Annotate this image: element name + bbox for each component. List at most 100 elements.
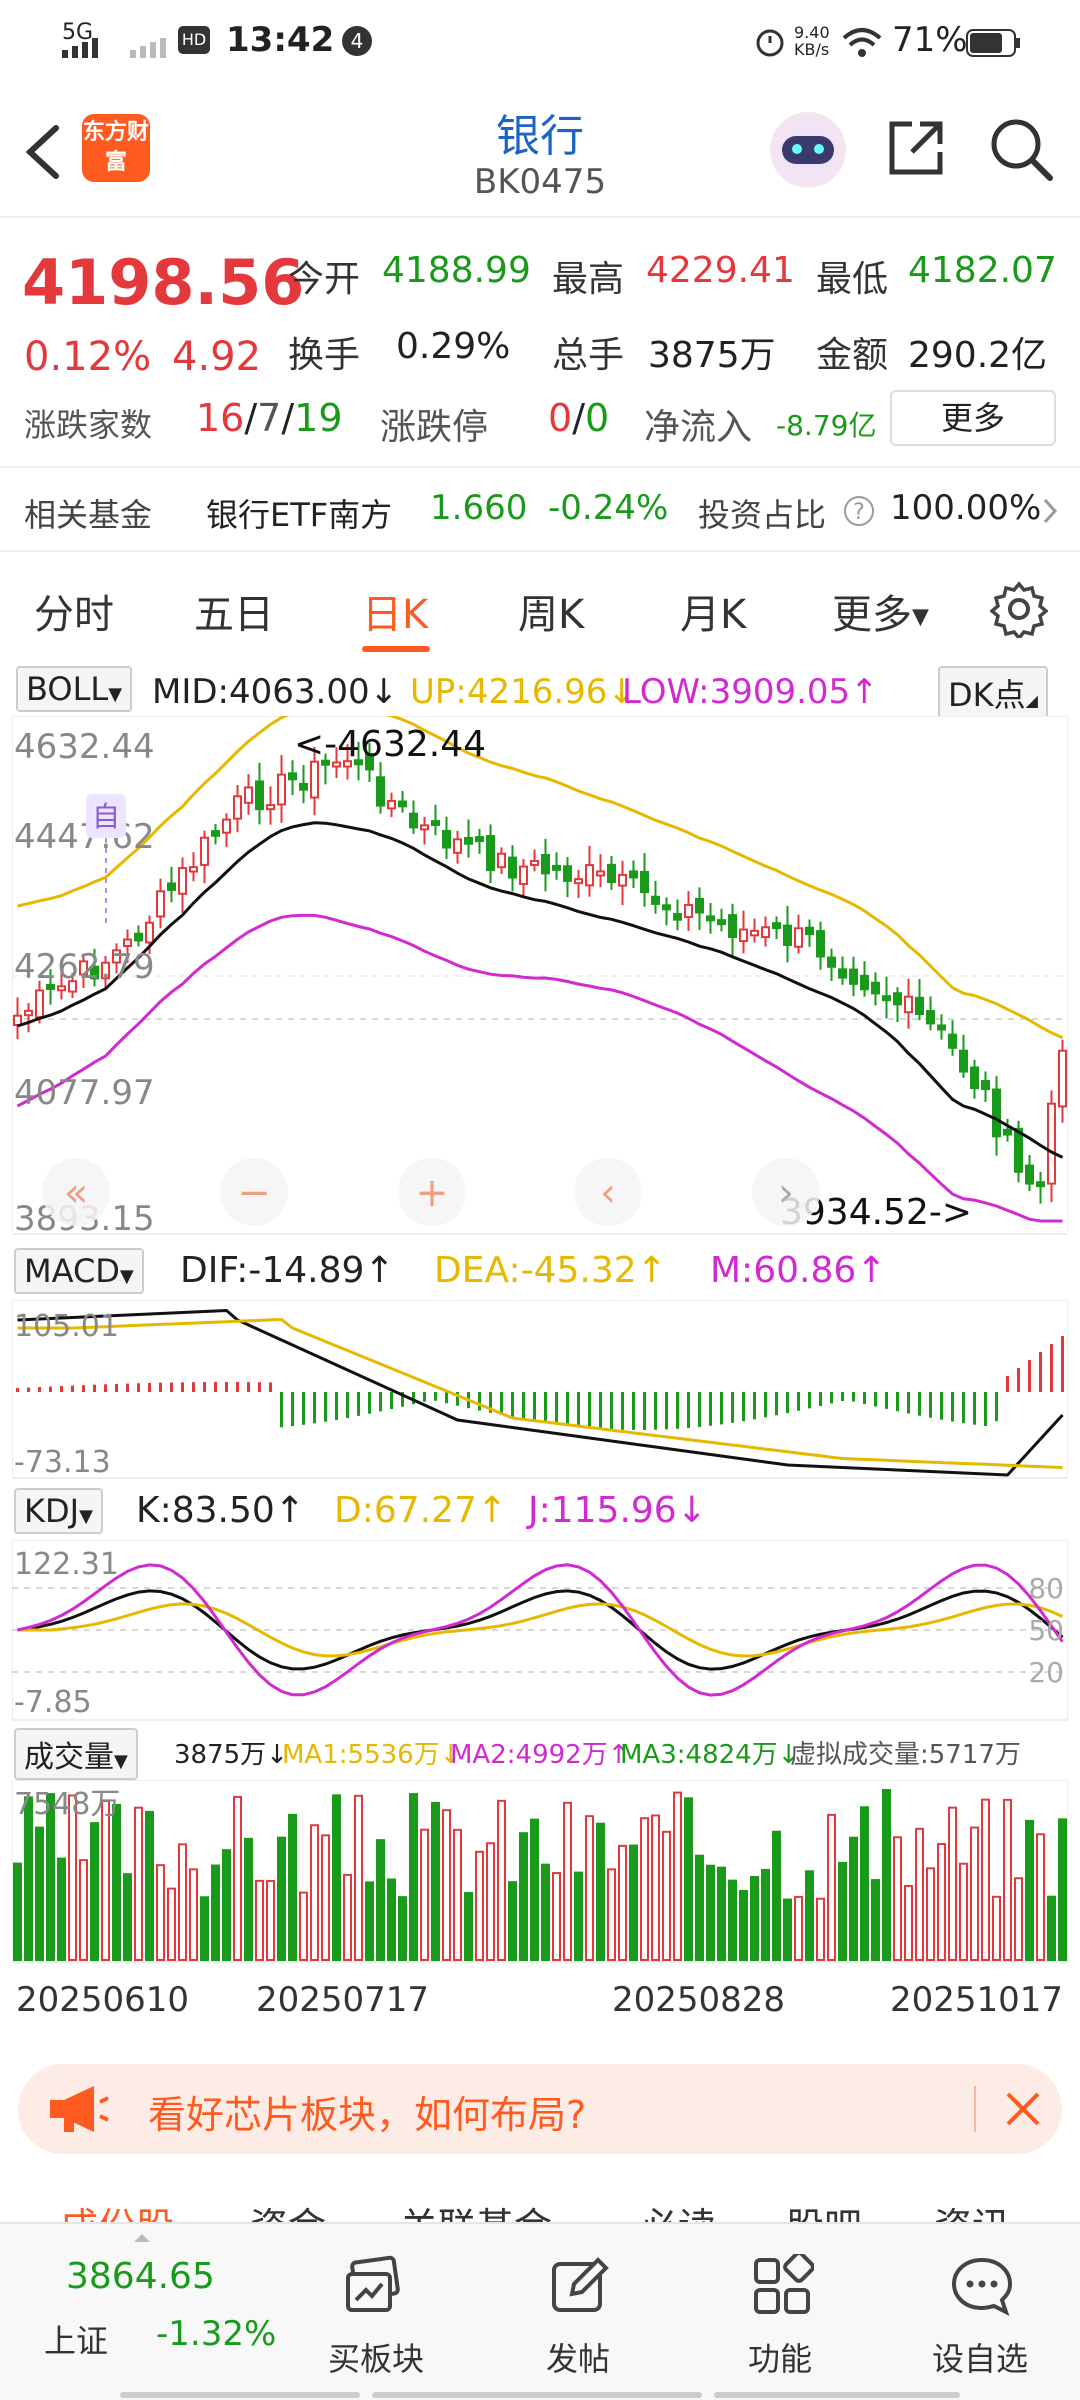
candle <box>376 776 385 807</box>
volume-bar <box>607 1868 616 1961</box>
ai-assistant-icon[interactable] <box>770 112 846 188</box>
chart-nav-left-button[interactable]: « <box>42 1158 110 1226</box>
kdj-selector[interactable]: KDJ▼ <box>14 1488 103 1534</box>
kdj-chart[interactable]: 122.31 -7.85 80 50 20 <box>12 1540 1068 1722</box>
tab-components[interactable]: 成份股 <box>60 2196 174 2224</box>
candle <box>222 818 231 834</box>
candle <box>90 965 99 980</box>
tab-5day[interactable]: 五日 <box>194 592 274 638</box>
amount-label: 金额 <box>816 335 889 376</box>
breadth-label: 涨跌家数 <box>24 406 153 444</box>
candle <box>57 985 66 992</box>
breadth-down: 19 <box>294 396 343 440</box>
corner-arrow-icon: ◢ <box>1025 691 1038 710</box>
tab-weekly[interactable]: 周K <box>518 592 585 638</box>
caret-down-icon: ▼ <box>119 1266 134 1287</box>
volume-chart[interactable]: 7548万 <box>12 1780 1068 1964</box>
high-label: 最高 <box>552 259 625 300</box>
candle <box>794 927 803 948</box>
search-icon[interactable] <box>988 116 1054 182</box>
tab-capital[interactable]: 资金 <box>250 2196 326 2224</box>
caret-down-icon: ▼ <box>114 1751 128 1772</box>
tab-news[interactable]: 资讯 <box>934 2196 1010 2224</box>
more-button[interactable]: 更多 <box>890 390 1056 446</box>
divider <box>0 466 1080 468</box>
index-change: -1.32% <box>156 2314 277 2354</box>
volume-bar <box>90 1822 99 1961</box>
close-icon[interactable] <box>1002 2088 1044 2130</box>
candle <box>299 782 308 791</box>
candle <box>420 824 429 831</box>
boll-selector[interactable]: BOLL▼ <box>16 666 133 712</box>
zoom-in-button[interactable]: + <box>398 1158 466 1226</box>
candle <box>145 921 154 944</box>
volume-bar <box>387 1878 396 1961</box>
step-left-button[interactable]: ‹ <box>574 1158 642 1226</box>
index-widget[interactable]: 3864.65 上证 -1.32% <box>0 2224 300 2400</box>
candle <box>695 897 704 914</box>
functions-button[interactable]: 功能 <box>747 2340 812 2378</box>
add-watchlist-button[interactable]: 设自选 <box>931 2340 1028 2378</box>
status-time: 13:42 <box>226 20 335 60</box>
volume-label: 总手 <box>552 335 625 376</box>
open-label: 今开 <box>288 259 361 300</box>
candle <box>1025 1164 1034 1185</box>
back-arrow-icon[interactable] <box>20 122 64 182</box>
volume-bar <box>343 1873 352 1961</box>
post-button[interactable]: 发帖 <box>545 2340 610 2378</box>
svg-text:›: › <box>778 1170 794 1216</box>
candle <box>464 837 473 845</box>
candle <box>101 961 110 980</box>
notification-count: 4 <box>342 26 372 56</box>
candle <box>981 1080 990 1091</box>
tab-more[interactable]: 更多▼ <box>832 582 929 640</box>
macd-name: MACD <box>24 1252 120 1290</box>
tab-forum[interactable]: 股吧 <box>786 2196 862 2224</box>
share-icon[interactable] <box>884 116 948 180</box>
tab-must-read[interactable]: 必读 <box>640 2196 716 2224</box>
promo-banner[interactable]: 看好芯片板块，如何布局? <box>18 2064 1062 2154</box>
candle <box>893 992 902 1006</box>
volume-bar <box>68 1794 77 1962</box>
volume-bar <box>255 1879 264 1961</box>
battery-percent: 71% <box>892 20 968 60</box>
tab-monthly[interactable]: 月K <box>680 592 747 638</box>
chevron-right-icon[interactable] <box>1040 496 1060 526</box>
d-line <box>17 1602 1064 1658</box>
tab-related-funds[interactable]: 关联基金 <box>400 2196 552 2224</box>
tab-daily[interactable]: 日K <box>362 592 429 638</box>
candle <box>673 913 682 921</box>
macd-chart[interactable]: 105.01 -73.13 <box>12 1300 1068 1480</box>
candle <box>431 820 440 827</box>
candle <box>321 759 330 766</box>
high-value: 4229.41 <box>646 250 795 291</box>
help-icon[interactable]: ? <box>842 494 876 528</box>
fund-name[interactable]: 银行ETF南方 <box>206 496 393 534</box>
gear-icon[interactable] <box>990 580 1048 638</box>
candle <box>409 812 418 829</box>
volume-bar <box>134 1806 143 1962</box>
j-line <box>17 1563 1064 1697</box>
volume-bar <box>123 1873 132 1961</box>
candle <box>519 865 528 885</box>
volume-selector[interactable]: 成交量▼ <box>14 1728 138 1780</box>
tab-minute[interactable]: 分时 <box>34 592 114 638</box>
macd-selector[interactable]: MACD▼ <box>14 1248 144 1294</box>
candle <box>662 904 671 911</box>
amount-value: 290.2亿 <box>908 335 1048 376</box>
net-speed: 9.40 KB/s <box>794 23 830 59</box>
zoom-out-button[interactable]: − <box>220 1158 288 1226</box>
volume-bar <box>299 1891 308 1961</box>
date-label-4: 20251017 <box>890 1980 1064 2020</box>
volume-bar <box>1047 1895 1056 1962</box>
candle <box>112 949 121 964</box>
change-percent: 0.12% <box>24 334 152 380</box>
low-value: 4182.07 <box>908 250 1057 291</box>
buy-sector-button[interactable]: 买板块 <box>327 2340 424 2378</box>
volume-bar <box>981 1798 990 1962</box>
volume-bar <box>970 1826 979 1962</box>
step-right-button[interactable]: › <box>752 1158 820 1226</box>
candle <box>233 795 242 820</box>
kline-chart[interactable]: 4632.44 4447.62 4262.79 4077.97 3893.15 … <box>12 716 1068 1236</box>
dk-point-button[interactable]: DK点◢ <box>938 666 1048 720</box>
